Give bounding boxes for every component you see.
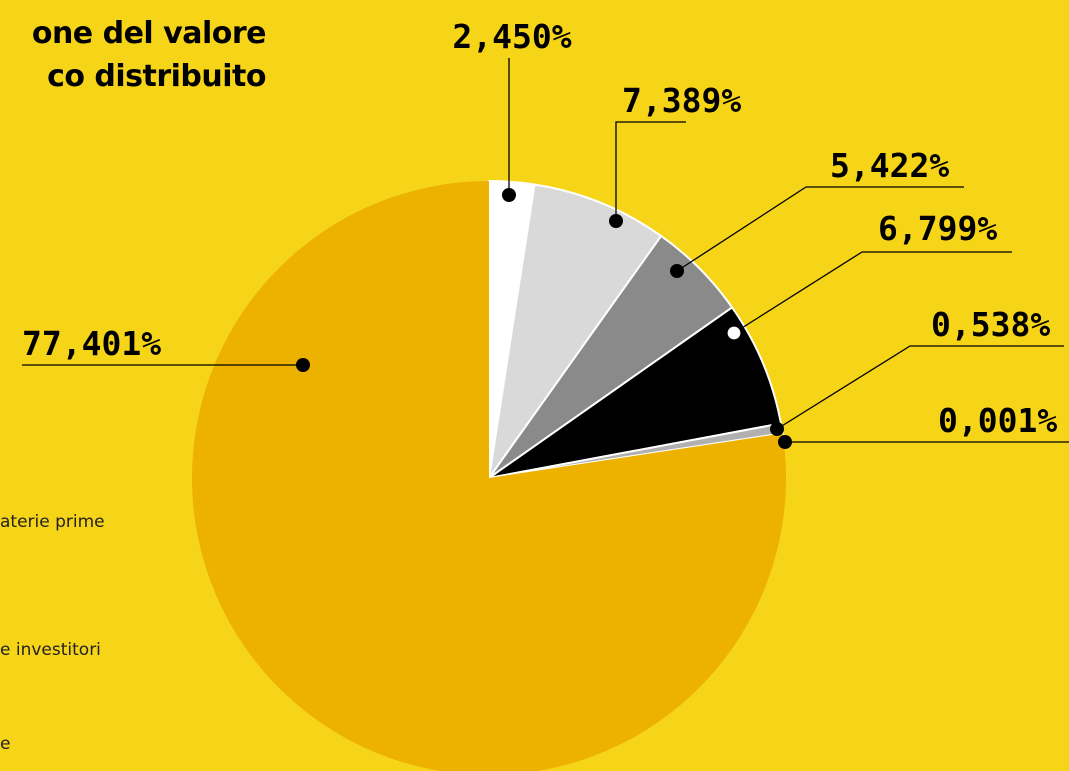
- slice-labels: 2,450% 7,389% 5,422% 6,799% 0,538% 0,001% 77,4…: [22, 17, 1057, 440]
- pie-slices: [192, 180, 786, 771]
- legend-item-investors: e investitori: [0, 640, 101, 660]
- pie-slice-7-389: [488, 183, 663, 479]
- slice-label-5-422: 5,422%: [830, 146, 949, 185]
- leader-dot-5-422: [670, 264, 684, 278]
- slice-label-2-450: 2,450%: [452, 17, 571, 56]
- leader-lines: [22, 58, 1069, 449]
- pie-slice-6-799: [488, 306, 782, 479]
- leader-line-7-389: [615, 121, 686, 221]
- leader-dot-6-799: [726, 325, 742, 341]
- chart-title-line-2: co distribuito: [47, 59, 266, 94]
- legend-item-raw-materials: aterie prime: [0, 512, 105, 532]
- slice-label-0-001: 0,001%: [938, 401, 1057, 440]
- leader-line-6-799: [733, 251, 1012, 334]
- slice-label-6-799: 6,799%: [878, 209, 997, 248]
- slice-label-7-389: 7,389%: [622, 81, 741, 120]
- leader-dot-7-389: [609, 214, 623, 228]
- leader-line-5-422: [676, 186, 964, 272]
- leader-dot-0-538: [770, 422, 784, 436]
- leader-dot-2-450: [502, 188, 516, 202]
- slice-label-0-538: 0,538%: [931, 305, 1050, 344]
- pie-slice-77-401: [192, 181, 786, 771]
- leader-dot-77-401: [296, 358, 310, 372]
- chart-title: one del valore co distribuito: [0, 12, 267, 98]
- legend-item-partial: e: [0, 734, 11, 754]
- leader-line-0-538: [776, 345, 1064, 430]
- leader-dot-0-001: [778, 435, 792, 449]
- slice-label-77-401: 77,401%: [22, 324, 161, 363]
- chart-title-line-1: one del valore: [31, 16, 267, 51]
